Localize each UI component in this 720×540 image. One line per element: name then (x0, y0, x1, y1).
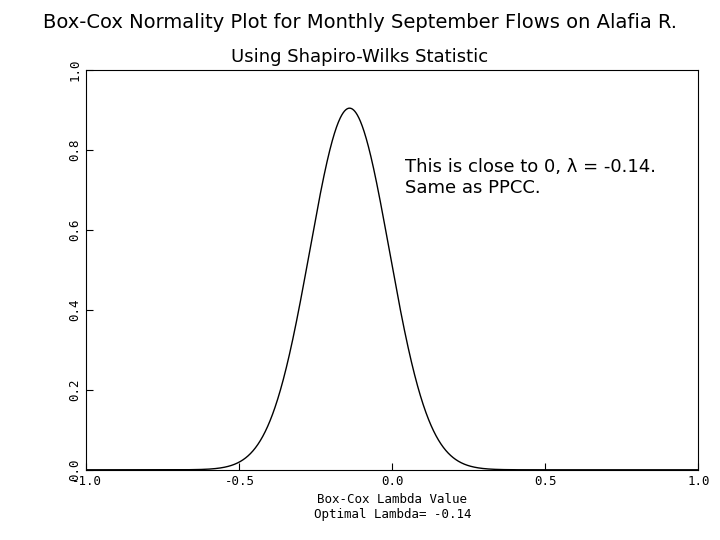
Text: Using Shapiro-Wilks Statistic: Using Shapiro-Wilks Statistic (231, 48, 489, 65)
X-axis label: Box-Cox Lambda Value
Optimal Lambda= -0.14: Box-Cox Lambda Value Optimal Lambda= -0.… (314, 493, 471, 521)
Text: Box-Cox Normality Plot for Monthly September Flows on Alafia R.: Box-Cox Normality Plot for Monthly Septe… (43, 14, 677, 32)
Text: This is close to 0, λ = -0.14.
Same as PPCC.: This is close to 0, λ = -0.14. Same as P… (405, 158, 656, 197)
